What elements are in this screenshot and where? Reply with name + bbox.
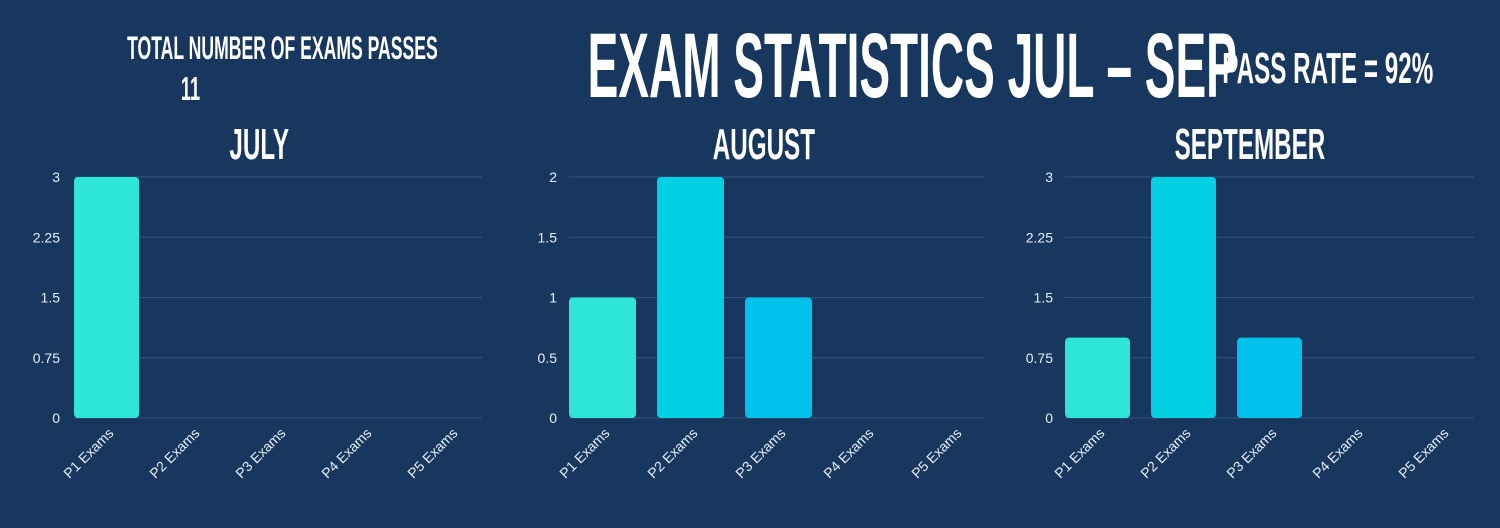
bar-p3-exams xyxy=(745,297,812,418)
x-tick-label: P3 Exams xyxy=(232,425,288,481)
x-tick-label: P1 Exams xyxy=(556,425,612,481)
bar-p1-exams xyxy=(1065,337,1130,418)
x-tick-label: P3 Exams xyxy=(1223,425,1279,481)
pass-rate: PASS RATE = 92% xyxy=(1222,44,1434,93)
y-tick-label: 1.5 xyxy=(538,229,558,245)
y-tick-label: 1.5 xyxy=(41,290,61,306)
x-tick-label: P4 Exams xyxy=(1309,425,1365,481)
chart-title-july: JULY xyxy=(229,120,289,169)
y-tick-label: 0.75 xyxy=(33,350,60,366)
y-tick-label: 0.5 xyxy=(538,350,558,366)
x-tick-label: P2 Exams xyxy=(644,425,700,481)
y-tick-label: 1 xyxy=(549,290,557,306)
total-exams-value: 11 xyxy=(180,70,200,107)
y-tick-label: 0 xyxy=(52,410,60,426)
total-exams-label: TOTAL NUMBER OF EXAMS PASSES xyxy=(127,30,438,66)
y-tick-label: 0 xyxy=(1045,410,1053,426)
y-tick-label: 0.75 xyxy=(1026,350,1053,366)
x-tick-label: P2 Exams xyxy=(146,425,202,481)
chart-title-september: SEPTEMBER xyxy=(1174,120,1326,169)
x-tick-label: P2 Exams xyxy=(1137,425,1193,481)
y-tick-label: 2 xyxy=(549,169,557,185)
x-tick-label: P4 Exams xyxy=(820,425,876,481)
bar-p1-exams xyxy=(74,177,139,418)
bar-p2-exams xyxy=(657,177,724,418)
x-tick-label: P1 Exams xyxy=(60,425,116,481)
bar-p2-exams xyxy=(1151,177,1216,418)
x-tick-label: P4 Exams xyxy=(318,425,374,481)
y-tick-label: 2.25 xyxy=(1026,229,1053,245)
y-tick-label: 3 xyxy=(52,169,60,185)
x-tick-label: P5 Exams xyxy=(404,425,460,481)
x-tick-label: P5 Exams xyxy=(908,425,964,481)
x-tick-label: P1 Exams xyxy=(1051,425,1107,481)
y-tick-label: 0 xyxy=(549,410,557,426)
page-title: EXAM STATISTICS JUL – SEP xyxy=(587,15,1237,117)
bar-p1-exams xyxy=(569,297,636,418)
y-tick-label: 2.25 xyxy=(33,229,60,245)
bar-p3-exams xyxy=(1237,337,1302,418)
chart-title-august: AUGUST xyxy=(712,120,816,169)
x-tick-label: P5 Exams xyxy=(1395,425,1451,481)
y-tick-label: 1.5 xyxy=(1034,290,1054,306)
x-tick-label: P3 Exams xyxy=(732,425,788,481)
y-tick-label: 3 xyxy=(1045,169,1053,185)
